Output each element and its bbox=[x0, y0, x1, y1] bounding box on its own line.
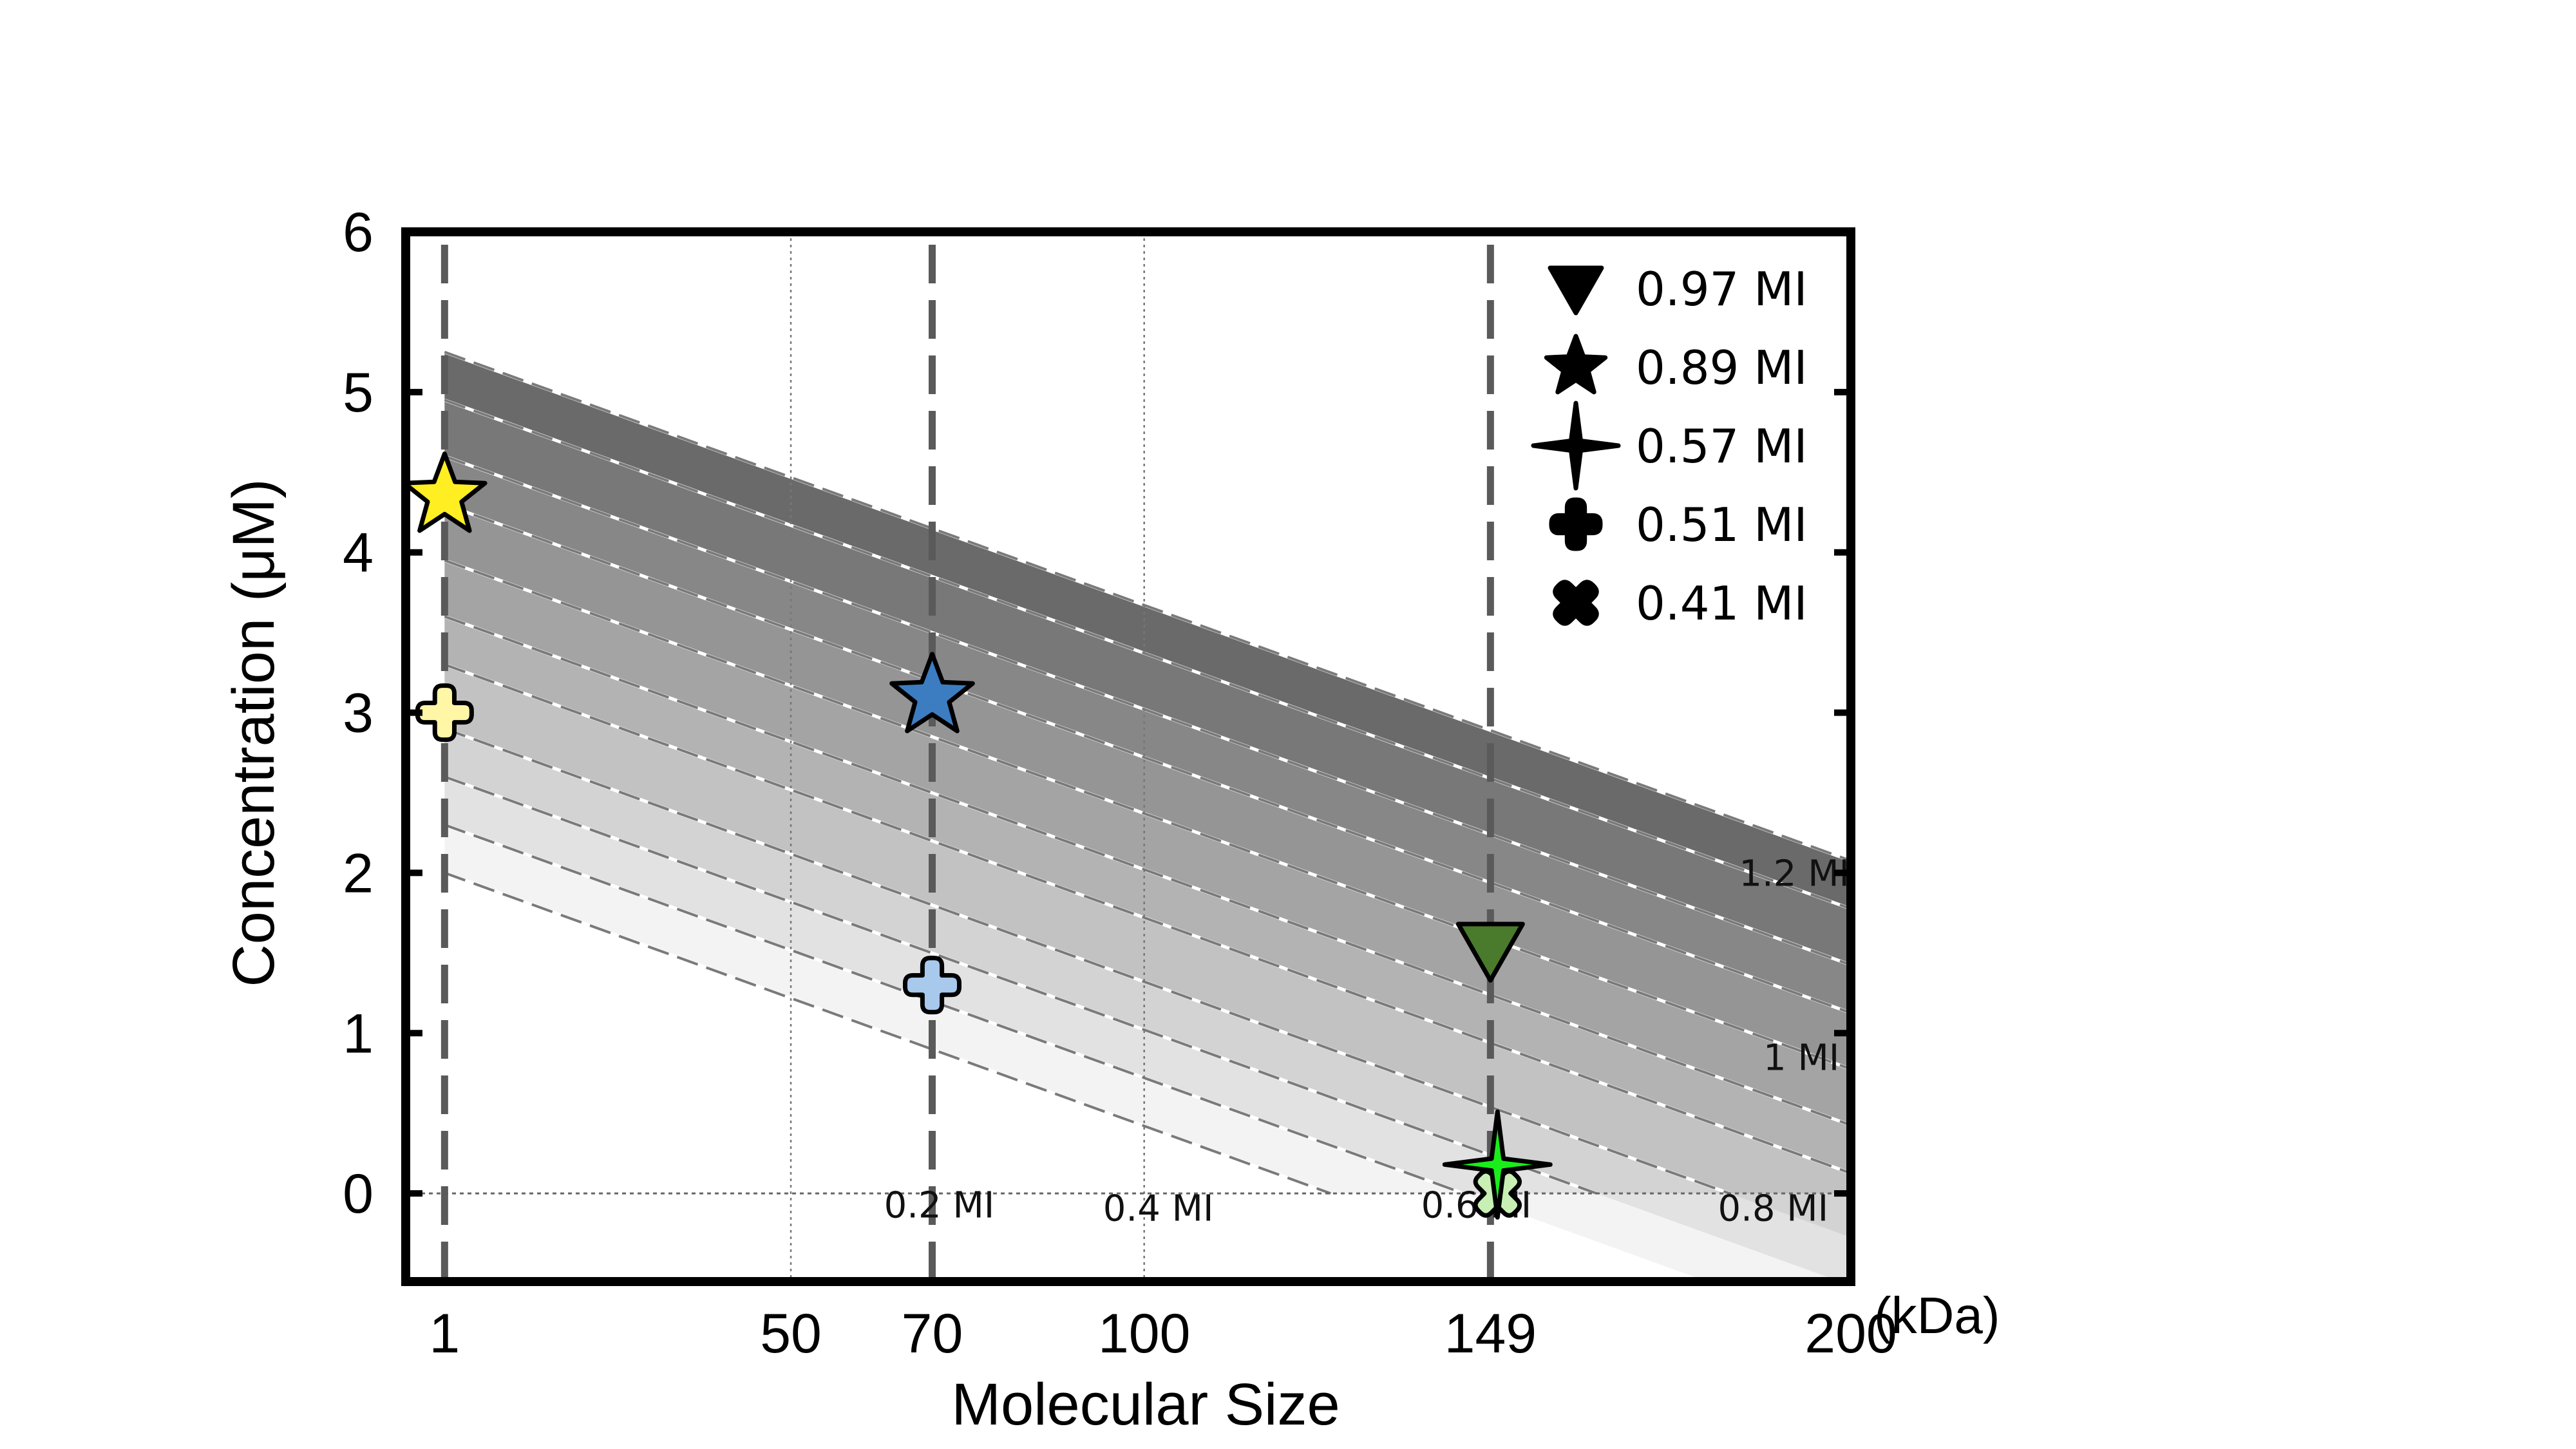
marker-cross-lightyellow-1kDa bbox=[415, 683, 474, 743]
legend-marker-star bbox=[1544, 334, 1608, 395]
mi-band bbox=[444, 560, 1851, 1126]
x-tick-label: 1 bbox=[429, 1303, 460, 1365]
x-axis-label: Molecular Size bbox=[951, 1372, 1340, 1437]
marker-sparkle-green-149kDa bbox=[1442, 1109, 1553, 1220]
grid bbox=[406, 232, 1851, 1282]
legend-marker-sparkle bbox=[1531, 401, 1621, 491]
y-axis-label: Concentration (μM) bbox=[221, 478, 287, 987]
legend-marker-x bbox=[1553, 580, 1599, 626]
mi-band-boundary bbox=[444, 727, 1730, 1195]
mi-band-boundary bbox=[444, 455, 1851, 967]
mi-band-boundary bbox=[444, 559, 1851, 1070]
band-label: 0.4 MI bbox=[1103, 1188, 1214, 1229]
legend-marker-triangle-down bbox=[1548, 265, 1604, 316]
marker-triangle-green-149kDa bbox=[1455, 922, 1525, 983]
y-tick-label: 6 bbox=[343, 202, 374, 263]
x-tick-label: 149 bbox=[1444, 1303, 1537, 1365]
mi-band bbox=[444, 352, 1851, 909]
y-tick-label: 0 bbox=[343, 1163, 374, 1225]
mi-band-boundary bbox=[444, 503, 1851, 1014]
mi-band-boundary bbox=[444, 775, 1597, 1195]
mi-band-boundary bbox=[444, 350, 1851, 862]
legend-label: 0.57 MI bbox=[1636, 419, 1808, 473]
mi-band-boundary bbox=[444, 399, 1851, 911]
legend-label: 0.41 MI bbox=[1636, 576, 1808, 630]
mi-band bbox=[444, 777, 1851, 1282]
x-unit-label: (kDa) bbox=[1874, 1287, 2000, 1344]
mi-band-boundary bbox=[444, 871, 1331, 1195]
plot-frame bbox=[401, 227, 1855, 1286]
band-label: 0.2 MI bbox=[884, 1184, 995, 1226]
mi-band-boundary bbox=[444, 823, 1464, 1195]
band-label: 0.8 MI bbox=[1718, 1188, 1828, 1229]
mi-band bbox=[444, 400, 1851, 965]
y-tick-label: 5 bbox=[343, 362, 374, 424]
legend: 0.97 MI 0.89 MI 0.57 MI 0.51 MI 0.41 MI bbox=[1531, 262, 1808, 630]
mi-band bbox=[444, 664, 1851, 1194]
mi-band bbox=[444, 456, 1851, 1013]
legend-marker-cross bbox=[1549, 497, 1603, 551]
y-tick-label: 4 bbox=[343, 522, 374, 584]
y-tick-label: 3 bbox=[343, 683, 374, 744]
x-tick-label: 50 bbox=[760, 1303, 822, 1365]
legend-label: 0.97 MI bbox=[1636, 262, 1808, 316]
axes: 0 1 2 3 4 5 6 1 50 70 100 149 200 bbox=[343, 202, 1897, 1365]
band-label: 1.2 MI bbox=[1739, 853, 1850, 895]
legend-label: 0.89 MI bbox=[1636, 341, 1808, 395]
mi-bands bbox=[444, 350, 1851, 1282]
marker-star-blue-70kDa bbox=[889, 652, 975, 734]
x-tick-label: 200 bbox=[1804, 1303, 1897, 1365]
band-label: 1 MI bbox=[1763, 1037, 1839, 1079]
x-tick-label: 70 bbox=[902, 1303, 963, 1365]
y-tick-label: 2 bbox=[343, 842, 374, 904]
data-points bbox=[402, 451, 1553, 1220]
x-tick-label: 100 bbox=[1098, 1303, 1191, 1365]
marker-cross-lightblue-70kDa bbox=[903, 956, 961, 1015]
mi-band bbox=[444, 824, 1851, 1282]
legend-label: 0.51 MI bbox=[1636, 498, 1808, 552]
marker-star-yellow-1kDa bbox=[402, 451, 488, 533]
y-tick-label: 1 bbox=[343, 1003, 374, 1065]
mi-band-boundary bbox=[444, 663, 1851, 1175]
mi-band bbox=[444, 616, 1851, 1173]
mi-band-boundary bbox=[444, 615, 1851, 1127]
